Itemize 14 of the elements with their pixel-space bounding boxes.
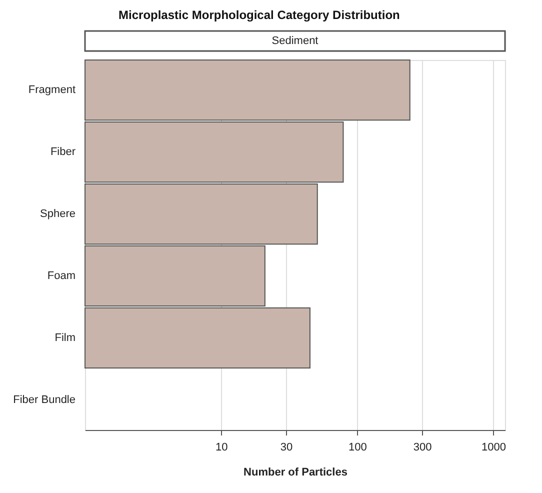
y-tick-label: Fiber — [50, 146, 76, 158]
chart-title: Microplastic Morphological Category Distribution — [118, 8, 400, 22]
x-tick-label: 10 — [215, 442, 228, 454]
x-tick-label: 1000 — [482, 442, 506, 454]
y-tick-label: Foam — [47, 270, 76, 282]
y-tick-label: Film — [54, 332, 76, 344]
x-axis-title: Number of Particles — [244, 466, 348, 478]
x-tick-label: 300 — [413, 442, 432, 454]
y-tick-label: Sphere — [40, 208, 76, 220]
chart-subtitle: Sediment — [272, 35, 318, 47]
x-tick-label: 100 — [348, 442, 367, 454]
y-tick-label: Fragment — [28, 84, 76, 96]
x-tick-label: 30 — [280, 442, 293, 454]
y-tick-label: Fiber Bundle — [13, 394, 76, 406]
